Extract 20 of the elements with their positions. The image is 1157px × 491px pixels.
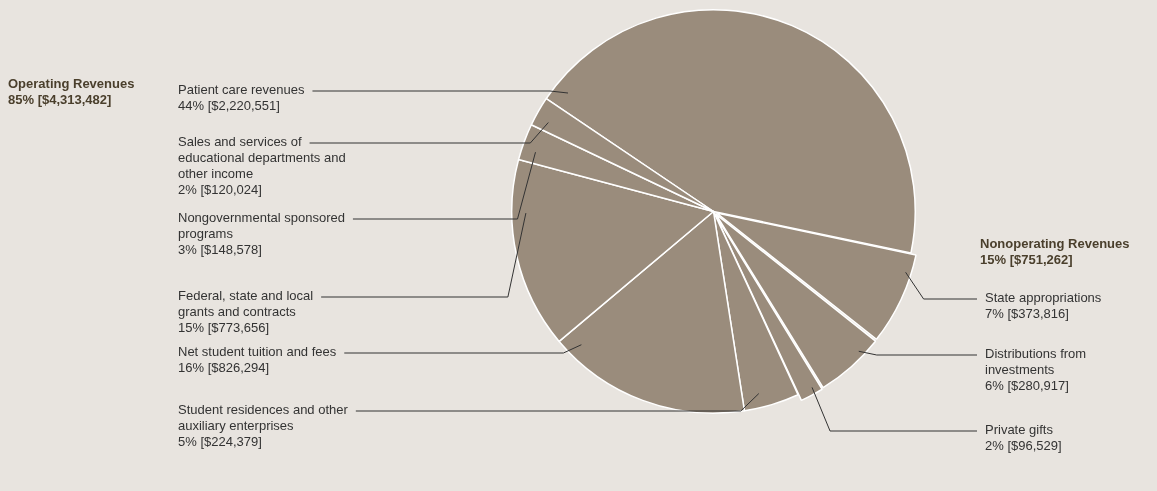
slice-label: Net student tuition and fees [178,344,337,360]
slice-label: Patient care revenues [178,82,305,98]
data-label: 2% [$120,024] [178,182,262,198]
data-label: 15% [$773,656] [178,320,270,336]
text: Nonoperating Revenues 15% [$751,262] [980,236,1130,268]
slice-label: Sales and services of educational departments and other income [178,134,346,182]
slice-label: Nongovernmental sponsored programs [178,210,345,242]
slice-label: Federal, state and local grants and contracts [178,288,314,320]
data-label: 7% [$373,816] [985,306,1069,322]
data-label: 44% [$2,220,551] [178,98,280,114]
data-label: 3% [$148,578] [178,242,262,258]
slice-label: Distributions from investments [985,346,1087,378]
slice-label: State appropriations [985,290,1102,306]
data-label: 2% [$96,529] [985,438,1062,454]
slice-label: Student residences and other auxiliary enterprises [178,402,349,434]
text: Operating Revenues 85% [$4,313,482] [8,76,135,108]
data-label: 6% [$280,917] [985,378,1069,394]
data-label: 5% [$224,379] [178,434,262,450]
slice-label: Private gifts [985,422,1054,438]
data-label: 16% [$826,294] [178,360,270,376]
